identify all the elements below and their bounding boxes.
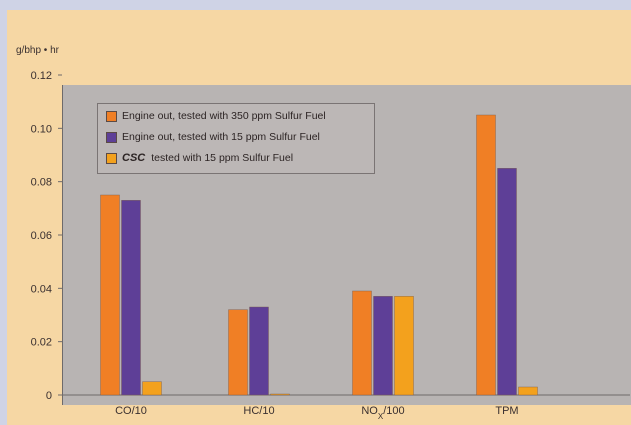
- x-tick-label: TPM: [495, 405, 518, 417]
- y-tick-label: 0.04: [31, 283, 52, 295]
- legend-label: tested with 15 ppm Sulfur Fuel: [151, 152, 294, 164]
- bar: [100, 194, 120, 396]
- x-tick-label: NOX/100: [361, 405, 404, 421]
- bar: [249, 306, 269, 396]
- legend-item: Engine out, tested with 350 ppm Sulfur F…: [106, 109, 326, 123]
- legend-swatch: [106, 110, 117, 122]
- bar: [352, 290, 372, 396]
- legend-item: Engine out, tested with 15 ppm Sulfur Fu…: [106, 130, 320, 144]
- legend-swatch: [106, 152, 117, 164]
- y-tick-label: 0.02: [31, 337, 52, 349]
- bar: [228, 309, 248, 396]
- legend-item: CSC tested with 15 ppm Sulfur Fuel: [106, 151, 293, 165]
- y-tick-label: 0.10: [31, 123, 52, 135]
- legend-label: Engine out, tested with 15 ppm Sulfur Fu…: [122, 131, 320, 143]
- legend-swatch: [106, 131, 117, 143]
- y-tick-label: 0: [46, 390, 52, 402]
- legend-label: Engine out, tested with 350 ppm Sulfur F…: [122, 110, 326, 122]
- y-tick-label: 0.12: [31, 70, 52, 82]
- x-tick-label: CO/10: [115, 405, 147, 417]
- bar: [518, 386, 538, 396]
- y-tick-label: 0.06: [31, 230, 52, 242]
- bar: [497, 168, 517, 396]
- bar: [142, 381, 162, 396]
- bar: [476, 114, 496, 396]
- bar: [270, 393, 290, 396]
- legend-label-prefix: CSC: [122, 152, 146, 164]
- x-tick-label: HC/10: [243, 405, 274, 417]
- bar: [394, 296, 414, 396]
- bar: [373, 296, 393, 396]
- bar: [121, 200, 141, 396]
- y-axis-unit-label: g/bhp • hr: [16, 45, 60, 56]
- chart-legend: Engine out, tested with 350 ppm Sulfur F…: [97, 103, 375, 174]
- y-tick-label: 0.08: [31, 177, 52, 189]
